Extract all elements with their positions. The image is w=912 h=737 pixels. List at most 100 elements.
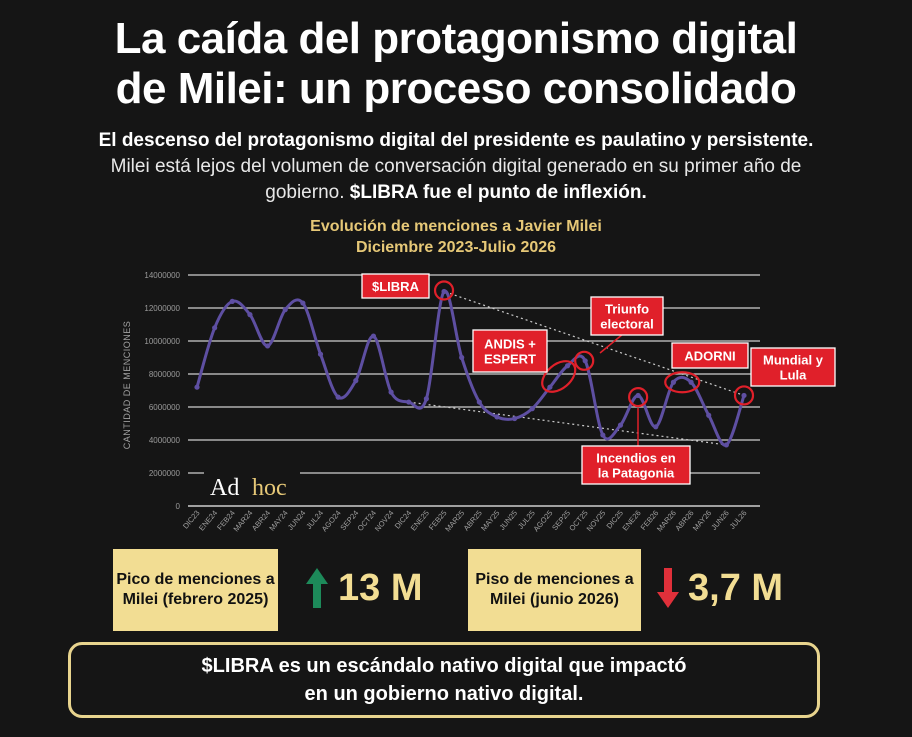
data-point: [300, 300, 306, 306]
y-tick-label: 2000000: [149, 469, 181, 478]
x-tick-label: JUN24: [286, 509, 308, 532]
data-point: [688, 379, 694, 385]
chart-title-line-1: Evolución de menciones a Javier Milei: [310, 218, 602, 235]
lower-trend-line: [408, 401, 727, 446]
data-point: [229, 298, 235, 304]
annotation-box: [750, 347, 836, 387]
x-tick-label: MAY25: [479, 509, 501, 533]
data-point: [635, 392, 641, 399]
annotation-box: [361, 273, 430, 299]
peak-label: Pico de menciones a Milei (febrero 2025): [116, 571, 275, 608]
floor-label-box: Piso de menciones a Milei (junio 2026): [468, 549, 641, 631]
y-tick-label: 8000000: [149, 370, 181, 379]
data-point: [600, 432, 606, 438]
conclusion-line-2: en un gobierno nativo digital.: [304, 683, 584, 705]
data-point: [282, 307, 288, 313]
data-point: [335, 394, 341, 400]
annotation-text: Triunfo: [605, 302, 649, 317]
subtitle-text: Milei está lejos del volumen de conversa…: [110, 156, 802, 203]
x-tick-label: MAY24: [267, 509, 289, 533]
y-tick-label: 6000000: [149, 403, 181, 412]
y-axis-label: CANTIDAD DE MENCIONES: [122, 321, 132, 450]
x-tick-label: JUL26: [728, 509, 749, 531]
title-line-1: La caída del protagonismo digital: [114, 14, 798, 63]
annotation-label: ADORNI: [671, 342, 749, 369]
adhoc-logo: Ad hoc: [204, 470, 300, 501]
data-point: [741, 392, 747, 399]
data-point: [264, 343, 271, 349]
annotation-box: [472, 329, 548, 373]
x-tick-label: JUN26: [709, 509, 731, 532]
mentions-line-chart: 0 2000000 4000000 6000000 8000000 10000000 120…: [122, 271, 836, 534]
chart-title: Evolución de menciones a Javier Milei Di…: [0, 216, 912, 258]
y-tick-label: 12000000: [144, 304, 180, 313]
y-tick-label: 14000000: [144, 271, 180, 280]
data-point: [459, 354, 465, 361]
title-line-2: de Milei: un proceso consolidado: [115, 64, 797, 113]
peak-label-box: Pico de menciones a Milei (febrero 2025): [113, 549, 278, 631]
mundial-highlight-circle: [733, 385, 755, 406]
libra-highlight-circle: [433, 280, 455, 301]
data-point: [512, 415, 518, 422]
x-tick-label: AGO24: [320, 509, 343, 534]
subtitle-bold-2: $LIBRA fue el punto de inflexión.: [349, 182, 647, 203]
subtitle-bold-1: El descenso del protagonismo digital del…: [98, 130, 814, 151]
y-tick-label: 0: [176, 502, 181, 511]
x-tick-label: MAR25: [443, 509, 466, 534]
data-point: [212, 325, 218, 331]
chart-title-line-2: Diciembre 2023-Julio 2026: [355, 239, 557, 256]
annotation-box: [581, 445, 691, 485]
y-tick-label: 4000000: [149, 436, 181, 445]
x-tick-label: MAY26: [691, 509, 713, 533]
y-tick-label: 10000000: [144, 337, 180, 346]
data-point: [441, 288, 447, 295]
data-point: [547, 384, 553, 390]
down-arrow-icon: [657, 568, 679, 608]
x-tick-label: ENE24: [197, 509, 219, 533]
logo-text-hoc: hoc: [252, 475, 287, 501]
annotation-text: ADORNI: [684, 349, 735, 364]
data-point: [529, 406, 535, 412]
data-point: [723, 442, 729, 448]
data-point: [353, 378, 359, 384]
page-subtitle: El descenso del protagonismo digital del…: [80, 128, 832, 206]
data-point: [582, 358, 588, 364]
page-title: La caída del protagonismo digital de Mil…: [0, 14, 912, 114]
triunfo-highlight-circle: [574, 350, 595, 371]
data-point: [476, 399, 482, 405]
data-point: [494, 414, 500, 420]
annotation-label: $LIBRA: [361, 273, 430, 299]
annotation-label: ANDIS +ESPERT: [472, 329, 548, 373]
logo-background: [204, 470, 300, 500]
floor-value: 3,7 M: [688, 567, 784, 609]
peak-value: 13 M: [338, 567, 423, 609]
series-line: [195, 289, 746, 447]
data-point: [370, 333, 377, 339]
x-tick-label: JUN25: [498, 509, 520, 532]
data-point: [423, 396, 429, 402]
annotation-text: ESPERT: [484, 352, 536, 367]
data-point: [388, 389, 394, 395]
data-point: [706, 412, 712, 418]
data-point: [406, 399, 412, 405]
conclusion-line-1: $LIBRA es un escándalo nativo digital qu…: [201, 655, 687, 677]
annotation-text: la Patagonia: [598, 466, 675, 481]
up-arrow-icon: [306, 568, 328, 608]
annotation-box: [590, 296, 664, 336]
data-point: [564, 363, 571, 369]
x-tick-label: NOV25: [585, 509, 608, 534]
x-tick-label: MAR26: [655, 509, 678, 534]
data-point: [247, 312, 253, 318]
data-point: [653, 424, 659, 430]
x-tick-label: MAR24: [231, 509, 254, 534]
data-point: [670, 379, 677, 385]
x-tick-label: ENE25: [409, 509, 431, 533]
conclusion-box: $LIBRA es un escándalo nativo digital qu…: [68, 642, 820, 718]
data-point: [617, 422, 624, 428]
annotation-text: $LIBRA: [372, 279, 420, 294]
andis-highlight-ellipse: [541, 360, 577, 393]
floor-label: Piso de menciones a Milei (junio 2026): [475, 571, 634, 608]
annotation-box: [671, 342, 749, 369]
